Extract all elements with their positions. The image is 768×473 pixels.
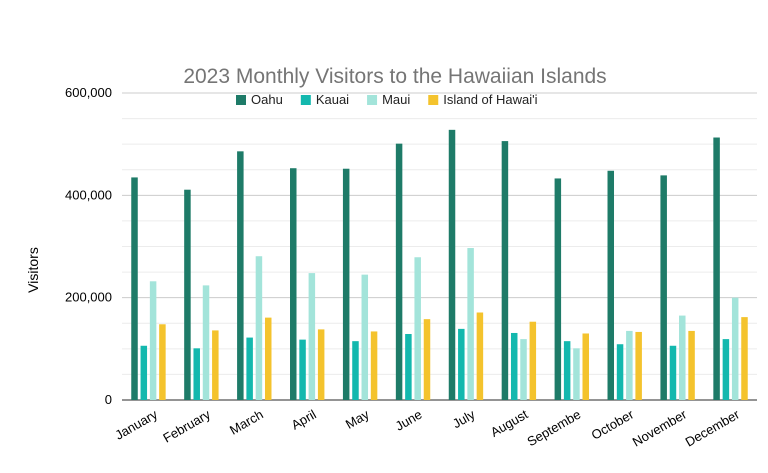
bar-island-of-hawai-i-august [529,321,537,400]
bar-kauai-august [510,332,518,400]
bar-maui-august [520,339,527,400]
y-axis-ticks: 0 200,000 400,000 600,000 [65,85,112,407]
bar-oahu-march [237,151,244,400]
bar-oahu-november [660,175,667,400]
bar-maui-june [414,257,421,400]
x-tick-label: March [227,407,266,438]
bar-island-of-hawai-i-march [264,317,272,400]
bar-maui-septembe [573,348,580,400]
bar-kauai-april [299,339,306,400]
bar-kauai-july [458,328,465,400]
x-axis-ticks: January February March April May June July Augu… [112,406,742,449]
bar-island-of-hawai-i-septembe [582,333,589,400]
legend-item: Oahu [236,92,283,107]
x-tick-label: January [112,406,160,442]
x-tick-label: February [160,406,213,445]
bar-oahu-august [501,141,509,400]
bar-kauai-march [246,337,253,400]
bar-oahu-october [607,170,615,400]
legend-label: Kauai [316,92,349,107]
bar-kauai-december [722,339,730,400]
bar-island-of-hawai-i-february [212,330,219,400]
chart-title: 2023 Monthly Visitors to the Hawaiian Is… [183,65,606,88]
bar-kauai-may [352,341,359,400]
bar-island-of-hawai-i-october [635,331,642,400]
bar-island-of-hawai-i-may [370,331,378,400]
legend-item: Maui [367,92,410,107]
bar-oahu-january [131,177,138,400]
bar-oahu-february [184,189,191,400]
bar-island-of-hawai-i-december [741,317,748,400]
y-tick-label: 200,000 [65,290,112,305]
x-tick-label: June [393,407,425,434]
bar-maui-october [626,330,633,400]
bar-kauai-november [669,345,677,400]
bar-island-of-hawai-i-january [159,324,166,400]
bar-oahu-septembe [554,178,562,400]
bar-oahu-july [448,129,456,400]
legend-item: Island of Hawai'i [428,92,538,107]
legend-swatch [236,95,246,105]
bar-oahu-may [342,168,350,400]
bar-island-of-hawai-i-april [317,329,325,400]
bar-island-of-hawai-i-july [476,312,484,400]
x-tick-label: April [289,407,319,433]
y-axis-label: Visitors [25,247,41,293]
bar-maui-july [467,248,474,400]
bar-kauai-october [616,344,624,400]
legend-label: Oahu [251,92,283,107]
legend-swatch [428,95,439,105]
legend-swatch [367,95,378,105]
legend: Oahu Kauai Maui Island of Hawai'i [236,92,538,107]
x-tick-label: July [450,406,478,431]
bar-kauai-septembe [563,341,571,400]
bar-maui-march [255,256,263,400]
bar-oahu-june [395,143,403,400]
bar-maui-may [361,274,369,400]
y-tick-label: 400,000 [65,187,112,202]
x-tick-label: Septembe [524,407,583,450]
x-tick-label: August [488,406,531,439]
legend-label: Maui [382,92,410,107]
bar-kauai-june [405,333,412,400]
bar-island-of-hawai-i-november [688,330,695,400]
bar-maui-november [679,315,686,400]
legend-swatch [300,95,311,105]
bar-oahu-april [290,168,297,400]
x-tick-label: December [683,406,743,449]
x-tick-label: November [630,406,690,449]
bar-island-of-hawai-i-june [423,319,431,400]
legend-label: Island of Hawai'i [443,92,537,107]
grid-lines [122,92,757,401]
bar-maui-january [149,281,157,400]
x-tick-label: May [343,406,372,432]
bar-oahu-december [713,137,720,400]
bar-kauai-february [193,348,200,400]
bar-kauai-january [140,345,148,400]
bar-maui-december [731,297,739,400]
bar-maui-february [202,285,210,400]
bars [131,129,748,400]
y-tick-label: 600,000 [65,85,112,100]
y-tick-label: 0 [105,392,112,407]
legend-item: Kauai [300,92,349,107]
bar-maui-april [308,273,316,400]
